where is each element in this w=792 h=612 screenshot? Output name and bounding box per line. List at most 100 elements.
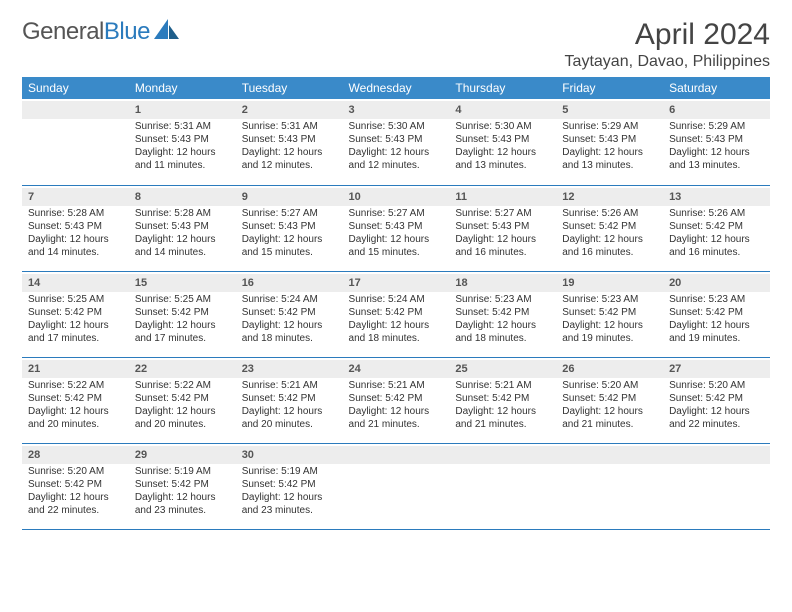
day-number: 24 <box>343 360 450 378</box>
sunrise-text: Sunrise: 5:21 AM <box>455 379 550 392</box>
brand-part2: Blue <box>104 18 150 46</box>
sunset-text: Sunset: 5:43 PM <box>455 133 550 146</box>
sunset-text: Sunset: 5:43 PM <box>562 133 657 146</box>
calendar-day-cell <box>22 99 129 185</box>
calendar-table: Sunday Monday Tuesday Wednesday Thursday… <box>22 77 770 530</box>
calendar-day-cell: 13Sunrise: 5:26 AMSunset: 5:42 PMDayligh… <box>663 185 770 271</box>
day-number: 26 <box>556 360 663 378</box>
sunrise-text: Sunrise: 5:28 AM <box>28 207 123 220</box>
calendar-day-cell: 12Sunrise: 5:26 AMSunset: 5:42 PMDayligh… <box>556 185 663 271</box>
calendar-week-row: 28Sunrise: 5:20 AMSunset: 5:42 PMDayligh… <box>22 443 770 529</box>
daylight-text: Daylight: 12 hours and 16 minutes. <box>455 233 550 259</box>
sunset-text: Sunset: 5:42 PM <box>562 220 657 233</box>
brand-part1: General <box>22 18 104 46</box>
sunrise-text: Sunrise: 5:22 AM <box>28 379 123 392</box>
day-number: 11 <box>449 188 556 206</box>
sunrise-text: Sunrise: 5:31 AM <box>135 120 230 133</box>
daylight-text: Daylight: 12 hours and 18 minutes. <box>455 319 550 345</box>
calendar-day-cell: 26Sunrise: 5:20 AMSunset: 5:42 PMDayligh… <box>556 357 663 443</box>
sunset-text: Sunset: 5:43 PM <box>28 220 123 233</box>
daylight-text: Daylight: 12 hours and 21 minutes. <box>349 405 444 431</box>
day-header: Saturday <box>663 77 770 99</box>
sunrise-text: Sunrise: 5:26 AM <box>562 207 657 220</box>
sunset-text: Sunset: 5:42 PM <box>242 392 337 405</box>
day-number: 15 <box>129 274 236 292</box>
calendar-day-cell: 16Sunrise: 5:24 AMSunset: 5:42 PMDayligh… <box>236 271 343 357</box>
day-number: 23 <box>236 360 343 378</box>
day-number: 27 <box>663 360 770 378</box>
daylight-text: Daylight: 12 hours and 20 minutes. <box>135 405 230 431</box>
daylight-text: Daylight: 12 hours and 15 minutes. <box>242 233 337 259</box>
daylight-text: Daylight: 12 hours and 13 minutes. <box>562 146 657 172</box>
sunrise-text: Sunrise: 5:21 AM <box>242 379 337 392</box>
sunset-text: Sunset: 5:42 PM <box>349 306 444 319</box>
sunrise-text: Sunrise: 5:27 AM <box>242 207 337 220</box>
calendar-day-cell <box>556 443 663 529</box>
day-number: 30 <box>236 446 343 464</box>
sunset-text: Sunset: 5:43 PM <box>242 220 337 233</box>
day-header: Sunday <box>22 77 129 99</box>
sunset-text: Sunset: 5:42 PM <box>135 478 230 491</box>
day-number <box>556 446 663 464</box>
day-number <box>663 446 770 464</box>
calendar-day-cell: 14Sunrise: 5:25 AMSunset: 5:42 PMDayligh… <box>22 271 129 357</box>
sunrise-text: Sunrise: 5:23 AM <box>669 293 764 306</box>
calendar-day-cell: 9Sunrise: 5:27 AMSunset: 5:43 PMDaylight… <box>236 185 343 271</box>
day-number <box>449 446 556 464</box>
day-number: 8 <box>129 188 236 206</box>
sunrise-text: Sunrise: 5:27 AM <box>349 207 444 220</box>
sunrise-text: Sunrise: 5:27 AM <box>455 207 550 220</box>
daylight-text: Daylight: 12 hours and 20 minutes. <box>28 405 123 431</box>
daylight-text: Daylight: 12 hours and 13 minutes. <box>455 146 550 172</box>
sunrise-text: Sunrise: 5:29 AM <box>669 120 764 133</box>
day-number: 9 <box>236 188 343 206</box>
calendar-day-cell: 10Sunrise: 5:27 AMSunset: 5:43 PMDayligh… <box>343 185 450 271</box>
sunrise-text: Sunrise: 5:19 AM <box>242 465 337 478</box>
sunset-text: Sunset: 5:42 PM <box>669 306 764 319</box>
day-number: 2 <box>236 101 343 119</box>
calendar-day-cell: 5Sunrise: 5:29 AMSunset: 5:43 PMDaylight… <box>556 99 663 185</box>
sunset-text: Sunset: 5:43 PM <box>455 220 550 233</box>
day-number: 4 <box>449 101 556 119</box>
daylight-text: Daylight: 12 hours and 16 minutes. <box>669 233 764 259</box>
day-number: 25 <box>449 360 556 378</box>
sunset-text: Sunset: 5:42 PM <box>135 392 230 405</box>
sunrise-text: Sunrise: 5:20 AM <box>562 379 657 392</box>
sunrise-text: Sunrise: 5:30 AM <box>349 120 444 133</box>
day-number: 16 <box>236 274 343 292</box>
calendar-week-row: 21Sunrise: 5:22 AMSunset: 5:42 PMDayligh… <box>22 357 770 443</box>
sunset-text: Sunset: 5:43 PM <box>135 133 230 146</box>
calendar-day-cell: 25Sunrise: 5:21 AMSunset: 5:42 PMDayligh… <box>449 357 556 443</box>
calendar-week-row: 1Sunrise: 5:31 AMSunset: 5:43 PMDaylight… <box>22 99 770 185</box>
daylight-text: Daylight: 12 hours and 15 minutes. <box>349 233 444 259</box>
calendar-page: GeneralBlue April 2024 Taytayan, Davao, … <box>0 0 792 540</box>
sunrise-text: Sunrise: 5:22 AM <box>135 379 230 392</box>
sunrise-text: Sunrise: 5:20 AM <box>669 379 764 392</box>
day-number: 6 <box>663 101 770 119</box>
day-number: 5 <box>556 101 663 119</box>
calendar-day-cell: 27Sunrise: 5:20 AMSunset: 5:42 PMDayligh… <box>663 357 770 443</box>
sunset-text: Sunset: 5:43 PM <box>242 133 337 146</box>
day-number: 13 <box>663 188 770 206</box>
calendar-week-row: 14Sunrise: 5:25 AMSunset: 5:42 PMDayligh… <box>22 271 770 357</box>
sunrise-text: Sunrise: 5:25 AM <box>28 293 123 306</box>
day-number: 28 <box>22 446 129 464</box>
calendar-day-cell: 30Sunrise: 5:19 AMSunset: 5:42 PMDayligh… <box>236 443 343 529</box>
day-header-row: Sunday Monday Tuesday Wednesday Thursday… <box>22 77 770 99</box>
day-number: 10 <box>343 188 450 206</box>
calendar-day-cell: 3Sunrise: 5:30 AMSunset: 5:43 PMDaylight… <box>343 99 450 185</box>
daylight-text: Daylight: 12 hours and 18 minutes. <box>242 319 337 345</box>
day-number: 21 <box>22 360 129 378</box>
day-header: Wednesday <box>343 77 450 99</box>
daylight-text: Daylight: 12 hours and 20 minutes. <box>242 405 337 431</box>
calendar-day-cell: 18Sunrise: 5:23 AMSunset: 5:42 PMDayligh… <box>449 271 556 357</box>
day-number <box>22 101 129 119</box>
day-number <box>343 446 450 464</box>
sunset-text: Sunset: 5:42 PM <box>562 306 657 319</box>
daylight-text: Daylight: 12 hours and 13 minutes. <box>669 146 764 172</box>
daylight-text: Daylight: 12 hours and 23 minutes. <box>135 491 230 517</box>
sunrise-text: Sunrise: 5:23 AM <box>562 293 657 306</box>
daylight-text: Daylight: 12 hours and 22 minutes. <box>28 491 123 517</box>
calendar-day-cell: 21Sunrise: 5:22 AMSunset: 5:42 PMDayligh… <box>22 357 129 443</box>
day-number: 19 <box>556 274 663 292</box>
